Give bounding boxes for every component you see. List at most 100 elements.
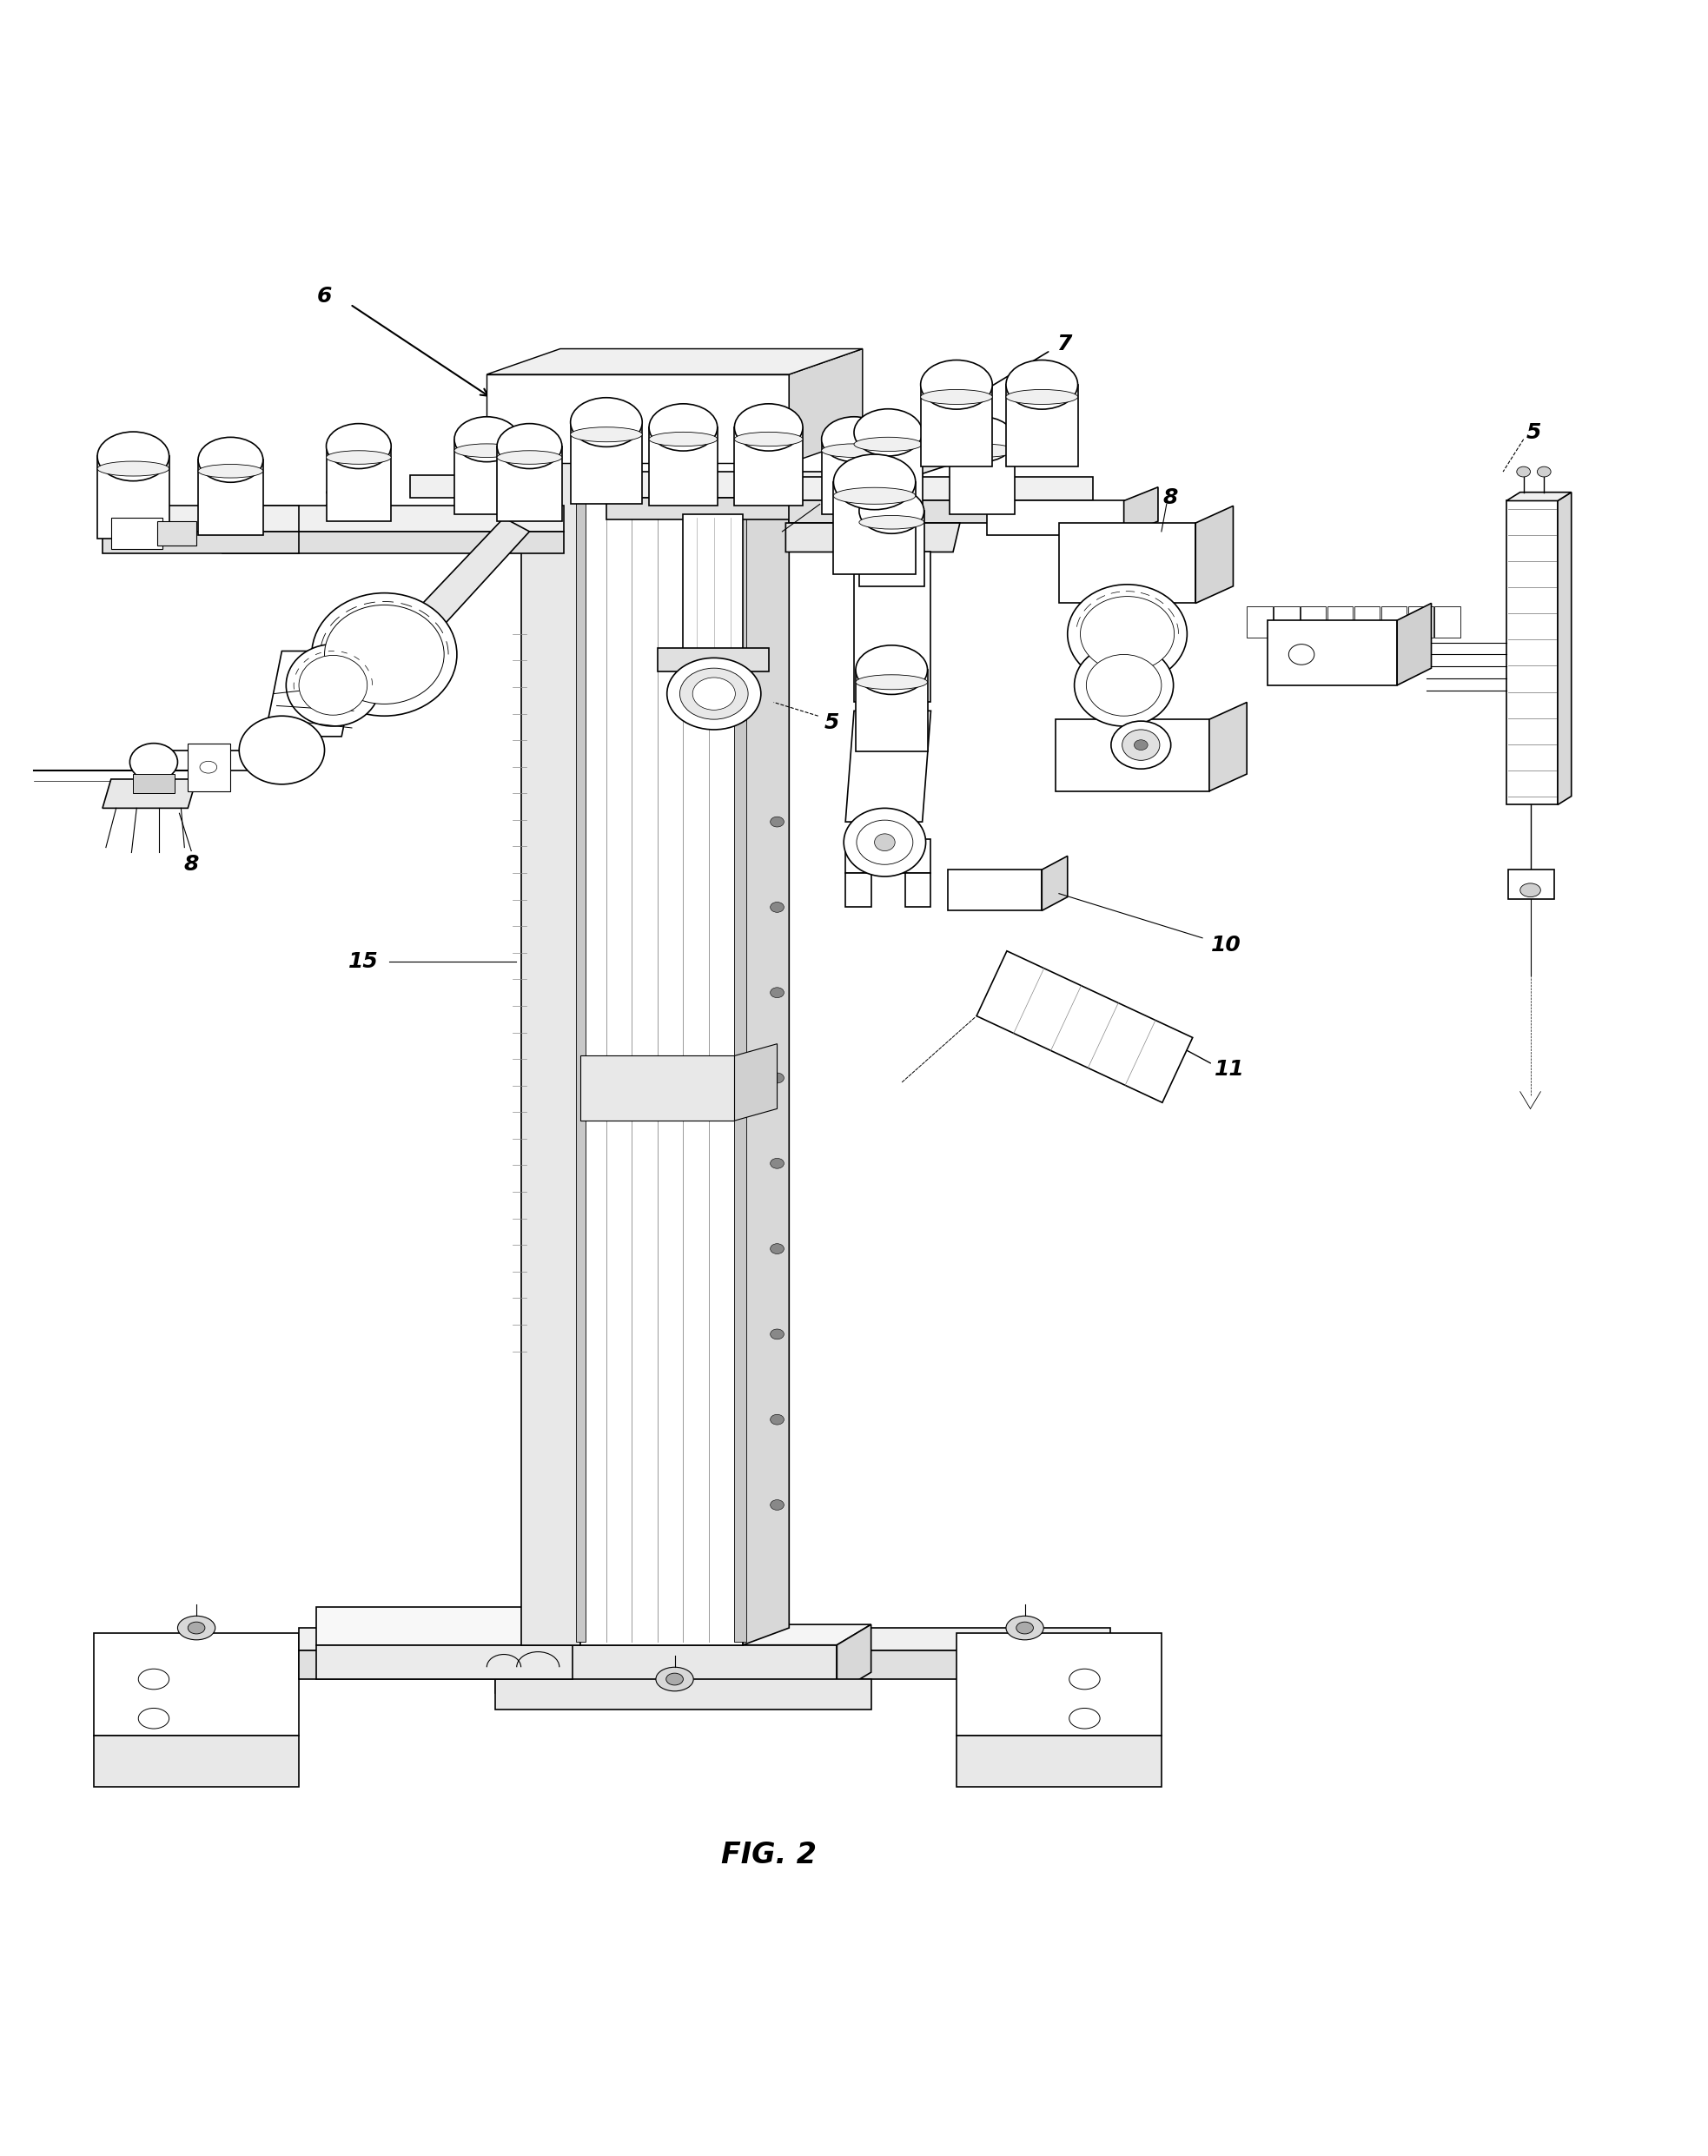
Ellipse shape — [834, 455, 915, 509]
Polygon shape — [987, 500, 1124, 535]
Polygon shape — [859, 511, 924, 586]
Ellipse shape — [299, 655, 367, 716]
Polygon shape — [786, 524, 960, 552]
Ellipse shape — [734, 431, 803, 446]
Ellipse shape — [1110, 720, 1172, 770]
Polygon shape — [97, 457, 169, 539]
Ellipse shape — [1069, 1669, 1100, 1690]
Polygon shape — [521, 464, 581, 1645]
Ellipse shape — [1006, 360, 1078, 410]
Ellipse shape — [844, 808, 926, 877]
Ellipse shape — [859, 515, 924, 528]
Ellipse shape — [570, 427, 642, 442]
Ellipse shape — [325, 606, 444, 705]
Ellipse shape — [198, 438, 263, 483]
Polygon shape — [487, 375, 789, 464]
Ellipse shape — [497, 451, 562, 464]
Ellipse shape — [649, 403, 717, 451]
Ellipse shape — [770, 1074, 784, 1082]
Ellipse shape — [1006, 1617, 1044, 1641]
Ellipse shape — [770, 1158, 784, 1169]
Polygon shape — [683, 515, 743, 655]
Ellipse shape — [97, 461, 169, 476]
Polygon shape — [837, 1623, 871, 1692]
Ellipse shape — [857, 819, 912, 865]
Polygon shape — [1407, 606, 1433, 638]
Text: 6: 6 — [318, 285, 331, 306]
Polygon shape — [1354, 606, 1380, 638]
Ellipse shape — [326, 451, 391, 464]
Polygon shape — [102, 533, 299, 554]
Polygon shape — [222, 533, 564, 554]
Polygon shape — [1209, 703, 1247, 791]
Ellipse shape — [822, 416, 886, 461]
Polygon shape — [1124, 487, 1158, 535]
Ellipse shape — [921, 390, 992, 405]
Polygon shape — [1196, 507, 1233, 604]
Polygon shape — [102, 778, 196, 808]
Polygon shape — [956, 1632, 1161, 1736]
Ellipse shape — [454, 416, 519, 461]
Polygon shape — [956, 1736, 1161, 1787]
Polygon shape — [1042, 856, 1068, 910]
Polygon shape — [837, 1649, 1110, 1680]
Ellipse shape — [859, 489, 924, 533]
Ellipse shape — [770, 1328, 784, 1339]
Polygon shape — [1274, 606, 1300, 638]
Polygon shape — [1327, 606, 1353, 638]
Polygon shape — [495, 1645, 837, 1692]
Text: 8: 8 — [1163, 487, 1177, 509]
Ellipse shape — [770, 1244, 784, 1255]
Ellipse shape — [680, 668, 748, 720]
Ellipse shape — [178, 1617, 215, 1641]
Ellipse shape — [734, 403, 803, 451]
Ellipse shape — [770, 1501, 784, 1509]
Ellipse shape — [854, 438, 922, 451]
Polygon shape — [734, 1044, 777, 1121]
Polygon shape — [133, 774, 174, 793]
Polygon shape — [188, 744, 231, 791]
Ellipse shape — [666, 1673, 683, 1686]
Polygon shape — [111, 517, 162, 548]
Polygon shape — [649, 427, 717, 507]
Ellipse shape — [1520, 884, 1541, 897]
Ellipse shape — [287, 645, 379, 727]
Text: FIG. 2: FIG. 2 — [721, 1841, 816, 1869]
Ellipse shape — [1016, 1621, 1033, 1634]
Polygon shape — [834, 483, 915, 573]
Ellipse shape — [1074, 645, 1173, 727]
Polygon shape — [1435, 606, 1460, 638]
Ellipse shape — [770, 817, 784, 828]
Text: 10: 10 — [1211, 934, 1242, 955]
Text: 5: 5 — [1527, 423, 1541, 442]
Ellipse shape — [822, 444, 886, 457]
Polygon shape — [977, 951, 1192, 1102]
Ellipse shape — [856, 645, 927, 694]
Ellipse shape — [138, 1669, 169, 1690]
Ellipse shape — [656, 1667, 693, 1690]
Polygon shape — [162, 750, 282, 770]
Polygon shape — [606, 472, 922, 498]
Ellipse shape — [1537, 466, 1551, 476]
Polygon shape — [487, 349, 863, 375]
Polygon shape — [1006, 384, 1078, 466]
Polygon shape — [1056, 720, 1209, 791]
Polygon shape — [1506, 492, 1571, 500]
Polygon shape — [950, 440, 1015, 515]
Polygon shape — [497, 446, 562, 522]
Polygon shape — [743, 451, 789, 1645]
Polygon shape — [581, 464, 743, 1645]
Ellipse shape — [1517, 466, 1530, 476]
Polygon shape — [407, 517, 529, 634]
Ellipse shape — [921, 360, 992, 410]
Ellipse shape — [950, 416, 1015, 461]
Polygon shape — [316, 1645, 572, 1680]
Polygon shape — [1300, 606, 1325, 638]
Polygon shape — [102, 507, 299, 533]
Polygon shape — [606, 498, 922, 520]
Polygon shape — [948, 425, 1050, 446]
Polygon shape — [1247, 606, 1272, 638]
Ellipse shape — [138, 1708, 169, 1729]
Ellipse shape — [188, 1621, 205, 1634]
Ellipse shape — [200, 761, 217, 774]
